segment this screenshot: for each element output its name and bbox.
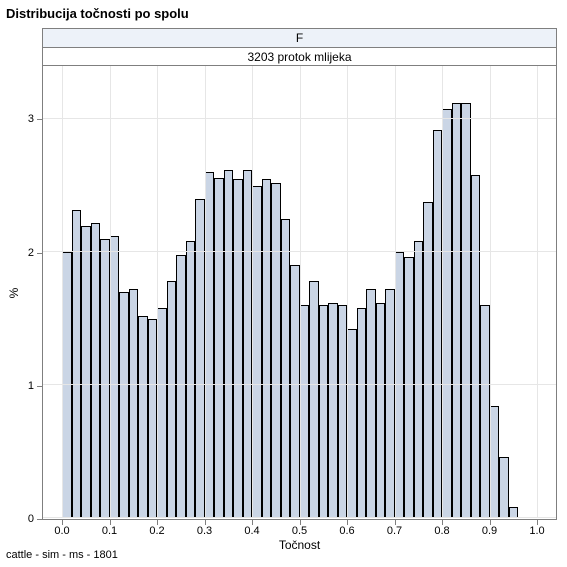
histogram-bar (404, 257, 414, 518)
x-tick-label: 1.0 (529, 525, 544, 537)
x-tick-label: 0.0 (54, 525, 69, 537)
y-tick (37, 386, 42, 387)
x-tick-label: 0.4 (244, 525, 259, 537)
y-tick-label: 2 (0, 247, 34, 259)
gridline-vertical (490, 66, 491, 518)
histogram-bar (395, 252, 405, 518)
y-tick (37, 119, 42, 120)
histogram-bar (62, 252, 72, 518)
histogram-bar (81, 226, 91, 518)
histogram-bar (91, 223, 101, 518)
histogram-bar (366, 289, 376, 518)
histogram-bar (499, 457, 509, 518)
histogram-bar (385, 289, 395, 518)
histogram-bar (490, 406, 500, 518)
histogram-bar (319, 305, 329, 518)
x-tick-label: 0.8 (434, 525, 449, 537)
histogram-bar (224, 170, 234, 518)
histogram-bar (433, 130, 443, 518)
gridline-horizontal (43, 118, 556, 119)
histogram-bar (243, 170, 253, 518)
x-tick-label: 0.5 (292, 525, 307, 537)
histogram-bar (300, 305, 310, 518)
histogram-bar (376, 303, 386, 518)
histogram-bar (138, 316, 148, 518)
y-tick-label: 1 (0, 380, 34, 392)
histogram-bar (195, 199, 205, 518)
histogram-bar (186, 241, 196, 518)
gridline-vertical (110, 66, 111, 518)
gridline-horizontal (43, 517, 556, 518)
histogram-bar (176, 255, 186, 518)
y-tick (37, 253, 42, 254)
x-axis-label: Točnost (279, 538, 320, 552)
histogram-bar (233, 179, 243, 518)
histogram-bar (357, 308, 367, 518)
histogram-bar (309, 281, 319, 518)
histogram-bar (452, 103, 462, 518)
gridline-vertical (300, 66, 301, 518)
gridline-vertical (62, 66, 63, 518)
y-tick-label: 0 (0, 513, 34, 525)
gridline-vertical (157, 66, 158, 518)
histogram-bar (423, 202, 433, 518)
y-tick (37, 519, 42, 520)
x-tick-label: 0.1 (102, 525, 117, 537)
histogram-bar (72, 210, 82, 518)
x-tick-label: 0.6 (339, 525, 354, 537)
y-axis: 0123 (0, 28, 42, 520)
histogram-bar (252, 186, 262, 518)
histogram-bar (271, 183, 281, 518)
histogram-bar (129, 289, 139, 518)
gridline-vertical (442, 66, 443, 518)
histogram-bar (214, 178, 224, 518)
gridline-horizontal (43, 384, 556, 385)
x-tick-label: 0.2 (149, 525, 164, 537)
histogram-bar (461, 103, 471, 518)
page-title: Distribucija točnosti po spolu (6, 6, 189, 21)
histogram-bar (347, 329, 357, 518)
y-axis-label: % (7, 287, 21, 298)
histogram-bar (119, 292, 129, 518)
gridline-vertical (252, 66, 253, 518)
histogram-bar (167, 281, 177, 518)
histogram-bar (100, 239, 110, 518)
x-tick-label: 0.3 (197, 525, 212, 537)
histogram-bar (328, 303, 338, 518)
histogram-bar (157, 308, 167, 518)
histogram-bar (205, 172, 215, 518)
histogram-bar (471, 175, 481, 518)
footer-text: cattle - sim - ms - 1801 (6, 549, 118, 561)
histogram-bar (414, 241, 424, 518)
gridline-vertical (347, 66, 348, 518)
histogram-bar (262, 179, 272, 518)
histogram-bar (442, 109, 452, 518)
gridline-vertical (537, 66, 538, 518)
gridline-horizontal (43, 251, 556, 252)
panel-header-1: F (43, 29, 556, 47)
x-tick-label: 0.7 (387, 525, 402, 537)
plot-region (43, 65, 556, 518)
histogram-bar (290, 265, 300, 518)
histogram-bar (281, 219, 291, 518)
chart-panel: F 3203 protok mlijeka (42, 28, 557, 520)
container: Distribucija točnosti po spolu F 3203 pr… (0, 0, 567, 567)
histogram-bar (110, 236, 120, 518)
y-tick-label: 3 (0, 113, 34, 125)
gridline-vertical (395, 66, 396, 518)
histogram-bar (148, 319, 158, 518)
panel-header-2: 3203 protok mlijeka (43, 47, 556, 65)
histogram-bar (338, 305, 348, 518)
histogram-bar (480, 305, 490, 518)
gridline-vertical (205, 66, 206, 518)
x-tick-label: 0.9 (482, 525, 497, 537)
